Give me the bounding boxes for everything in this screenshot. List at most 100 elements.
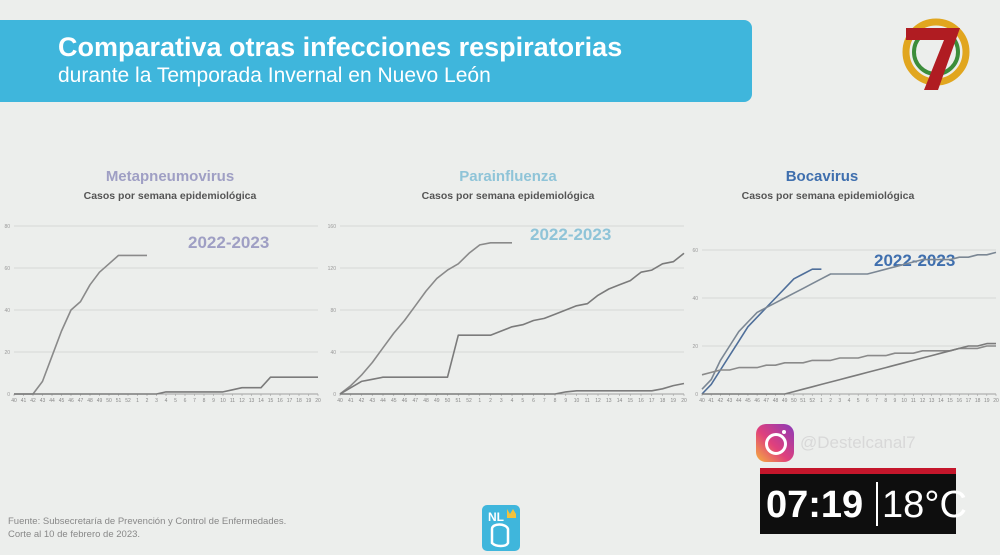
x-tick-label: 17	[966, 398, 972, 404]
series-line-series-3	[702, 342, 996, 395]
x-tick-label: 50	[791, 398, 797, 404]
x-tick-label: 11	[911, 398, 916, 404]
x-tick-label: 4	[848, 398, 851, 404]
x-tick-label: 2	[146, 398, 149, 404]
x-tick-label: 49	[97, 398, 103, 404]
series-line-series-2	[340, 382, 685, 395]
x-tick-label: 19	[670, 398, 676, 404]
x-tick-label: 45	[59, 398, 65, 404]
chart-subtitle-parainfluenza: Casos por semana epidemiológica	[421, 190, 595, 202]
clock-time: 07:19	[766, 484, 864, 526]
series-line-series-1	[14, 376, 318, 395]
x-tick-label: 6	[532, 398, 535, 404]
x-tick-label: 47	[764, 398, 770, 404]
chart-title-bocavirus: Bocavirus	[785, 168, 859, 185]
x-tick-label: 5	[521, 398, 524, 404]
x-tick-label: 2	[829, 398, 832, 404]
x-tick-label: 16	[638, 398, 644, 404]
y-tick-label: 0	[333, 392, 336, 398]
clock-temperature-box: 07:19 18°C	[760, 468, 967, 534]
x-tick-label: 42	[30, 398, 36, 404]
series-line-series-1	[339, 252, 685, 395]
x-tick-label: 40	[11, 398, 17, 404]
x-tick-label: 52	[466, 398, 472, 404]
y-tick-label: 120	[328, 266, 337, 272]
x-tick-label: 18	[296, 398, 302, 404]
x-tick-label: 43	[727, 398, 733, 404]
x-tick-label: 7	[193, 398, 196, 404]
y-tick-label: 0	[695, 392, 698, 398]
social-overlay: @Destelcanal7	[756, 424, 956, 462]
chart-title-metapneumovirus: Metapneumovirus	[105, 168, 235, 185]
x-tick-label: 51	[455, 398, 461, 404]
x-tick-label: 19	[306, 398, 312, 404]
y-tick-label: 160	[328, 224, 337, 230]
series-line-20222023	[14, 254, 147, 395]
x-tick-label: 7	[875, 398, 878, 404]
x-tick-label: 49	[434, 398, 440, 404]
x-tick-label: 15	[268, 398, 274, 404]
x-tick-label: 44	[736, 398, 742, 404]
y-tick-label: 40	[330, 350, 336, 356]
y-tick-label: 80	[4, 224, 10, 230]
y-tick-label: 60	[692, 248, 698, 254]
chart-subtitle-metapneumovirus: Casos por semana epidemiológica	[83, 190, 257, 202]
x-tick-label: 48	[87, 398, 93, 404]
x-tick-label: 3	[838, 398, 841, 404]
x-tick-label: 40	[699, 398, 705, 404]
x-tick-label: 2	[489, 398, 492, 404]
temperature-readout: 18°C	[882, 484, 967, 526]
social-handle: @Destelcanal7	[800, 433, 916, 452]
x-tick-label: 8	[203, 398, 206, 404]
x-tick-label: 12	[595, 398, 601, 404]
series-label: 2022-2023	[874, 251, 955, 270]
svg-text:NL: NL	[488, 510, 504, 524]
x-tick-label: 49	[782, 398, 788, 404]
x-tick-label: 42	[718, 398, 724, 404]
x-tick-label: 45	[391, 398, 397, 404]
instagram-icon	[756, 424, 794, 462]
x-tick-label: 9	[212, 398, 215, 404]
series-line-series-1	[701, 251, 997, 390]
x-tick-label: 10	[901, 398, 907, 404]
x-tick-label: 13	[249, 398, 255, 404]
x-tick-label: 5	[857, 398, 860, 404]
x-tick-label: 15	[627, 398, 633, 404]
x-tick-label: 4	[165, 398, 168, 404]
chart-title-parainfluenza: Parainfluenza	[459, 168, 557, 185]
x-tick-label: 42	[359, 398, 365, 404]
series-line-20222023	[339, 242, 512, 395]
x-tick-label: 48	[423, 398, 429, 404]
x-tick-label: 8	[554, 398, 557, 404]
x-tick-label: 20	[993, 398, 999, 404]
x-tick-label: 1	[478, 398, 481, 404]
x-tick-label: 11	[230, 398, 235, 404]
x-tick-label: 6	[866, 398, 869, 404]
x-tick-label: 5	[174, 398, 177, 404]
x-tick-label: 12	[239, 398, 245, 404]
source-line-1: Fuente: Subsecretaría de Prevención y Co…	[8, 516, 287, 527]
x-tick-label: 50	[445, 398, 451, 404]
nuevo-leon-logo-icon: NL	[482, 505, 520, 551]
series-label: 2022-2023	[188, 233, 269, 252]
x-tick-label: 12	[920, 398, 926, 404]
x-tick-label: 17	[287, 398, 293, 404]
x-tick-label: 47	[412, 398, 418, 404]
clock-divider	[876, 482, 878, 526]
y-tick-label: 40	[4, 308, 10, 314]
x-tick-label: 9	[894, 398, 897, 404]
x-tick-label: 1	[136, 398, 139, 404]
x-tick-label: 11	[585, 398, 590, 404]
y-tick-label: 0	[7, 392, 10, 398]
x-tick-label: 44	[380, 398, 386, 404]
x-tick-label: 4	[511, 398, 514, 404]
x-tick-label: 3	[155, 398, 158, 404]
x-tick-label: 8	[884, 398, 887, 404]
x-tick-label: 20	[681, 398, 687, 404]
x-tick-label: 6	[184, 398, 187, 404]
x-tick-label: 46	[68, 398, 74, 404]
x-tick-label: 9	[564, 398, 567, 404]
